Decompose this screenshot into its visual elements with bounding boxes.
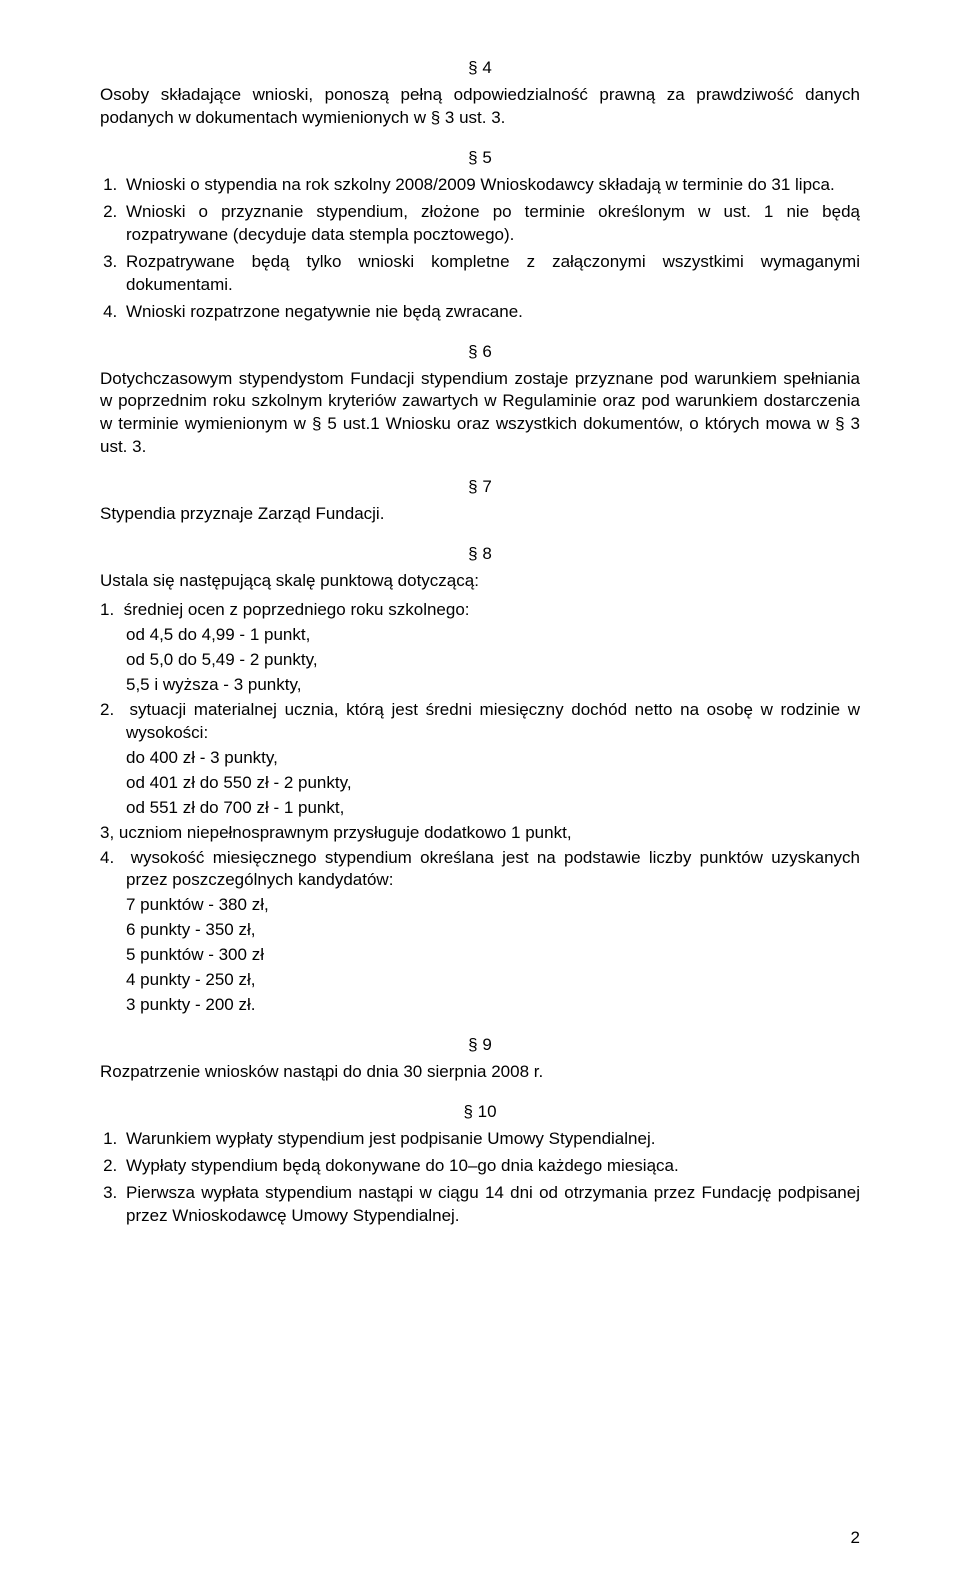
section-5-list: Wnioski o stypendia na rok szkolny 2008/… <box>100 174 860 324</box>
document-page: § 4 Osoby składające wnioski, ponoszą pe… <box>0 0 960 1573</box>
section-8-item-4d: 4 punkty - 250 zł, <box>126 969 860 992</box>
section-8-item-4c: 5 punktów - 300 zł <box>126 944 860 967</box>
section-6-paragraph: Dotychczasowym stypendystom Fundacji sty… <box>100 368 860 460</box>
section-5-heading: § 5 <box>100 148 860 168</box>
list-item: Pierwsza wypłata stypendium nastąpi w ci… <box>122 1182 860 1228</box>
section-8-item-4: 4. wysokość miesięcznego stypendium okre… <box>100 847 860 893</box>
list-item: Wypłaty stypendium będą dokonywane do 10… <box>122 1155 860 1178</box>
section-4-heading: § 4 <box>100 58 860 78</box>
section-4-paragraph: Osoby składające wnioski, ponoszą pełną … <box>100 84 860 130</box>
section-8-item-4e: 3 punkty - 200 zł. <box>126 994 860 1017</box>
section-8-item-2: 2. sytuacji materialnej ucznia, którą je… <box>100 699 860 745</box>
section-8-heading: § 8 <box>100 544 860 564</box>
section-7-paragraph: Stypendia przyznaje Zarząd Fundacji. <box>100 503 860 526</box>
section-10-list: Warunkiem wypłaty stypendium jest podpis… <box>100 1128 860 1228</box>
text: średniej ocen z poprzedniego roku szkoln… <box>124 600 470 619</box>
list-item: Warunkiem wypłaty stypendium jest podpis… <box>122 1128 860 1151</box>
list-item: Wnioski rozpatrzone negatywnie nie będą … <box>122 301 860 324</box>
section-8-item-1: 1. średniej ocen z poprzedniego roku szk… <box>100 599 860 622</box>
section-8-item-1b: od 5,0 do 5,49 - 2 punkty, <box>126 649 860 672</box>
list-item: Wnioski o przyznanie stypendium, złożone… <box>122 201 860 247</box>
text: wysokość miesięcznego stypendium określa… <box>126 848 860 890</box>
section-7-heading: § 7 <box>100 477 860 497</box>
section-8-item-4b: 6 punkty - 350 zł, <box>126 919 860 942</box>
section-10-heading: § 10 <box>100 1102 860 1122</box>
list-item: Rozpatrywane będą tylko wnioski kompletn… <box>122 251 860 297</box>
section-8-item-3: 3, uczniom niepełnosprawnym przysługuje … <box>100 822 860 845</box>
section-8-item-2c: od 551 zł do 700 zł - 1 punkt, <box>126 797 860 820</box>
section-8-item-1a: od 4,5 do 4,99 - 1 punkt, <box>126 624 860 647</box>
section-8-item-4a: 7 punktów - 380 zł, <box>126 894 860 917</box>
section-6-heading: § 6 <box>100 342 860 362</box>
page-number: 2 <box>851 1528 860 1548</box>
section-8-item-1c: 5,5 i wyższa - 3 punkty, <box>126 674 860 697</box>
section-8-item-2a: do 400 zł - 3 punkty, <box>126 747 860 770</box>
section-9-heading: § 9 <box>100 1035 860 1055</box>
section-9-paragraph: Rozpatrzenie wniosków nastąpi do dnia 30… <box>100 1061 860 1084</box>
text: sytuacji materialnej ucznia, którą jest … <box>126 700 860 742</box>
section-8-item-2b: od 401 zł do 550 zł - 2 punkty, <box>126 772 860 795</box>
section-8-intro: Ustala się następującą skalę punktową do… <box>100 570 860 593</box>
list-item: Wnioski o stypendia na rok szkolny 2008/… <box>122 174 860 197</box>
